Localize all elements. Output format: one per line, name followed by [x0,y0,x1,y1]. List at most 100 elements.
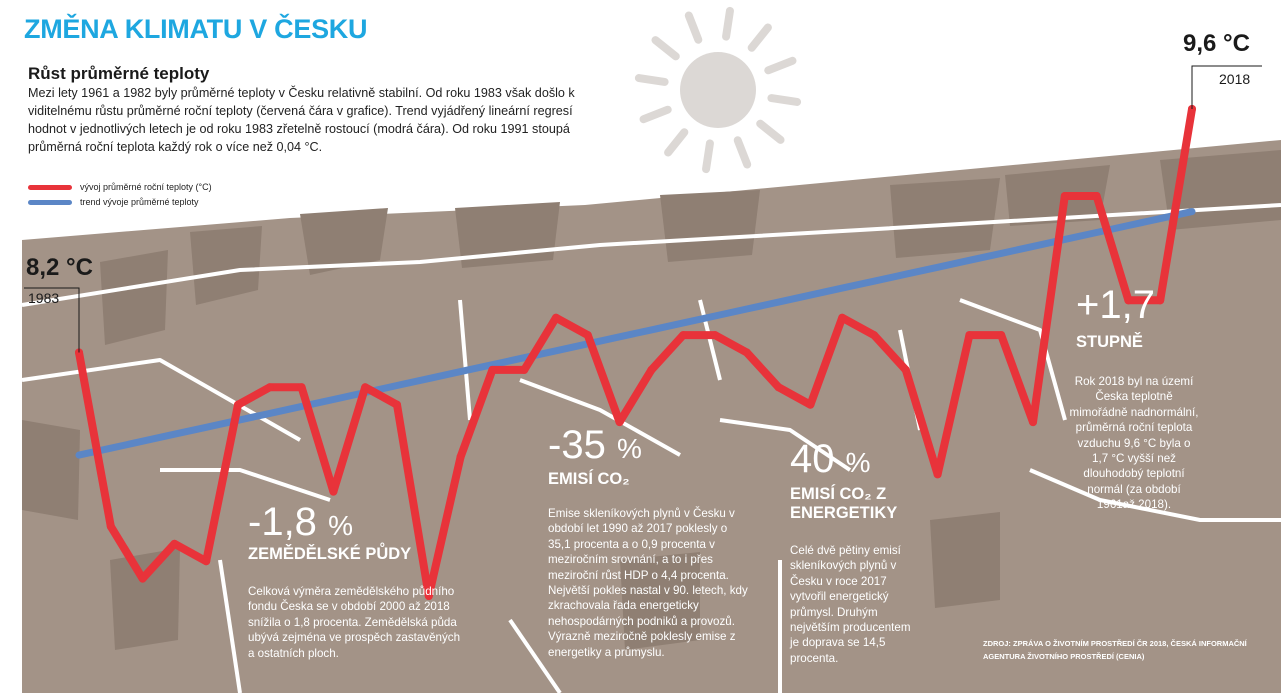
temperature-point-1990 [297,383,306,392]
temperature-point-1996 [488,365,497,374]
sun-icon [634,6,802,174]
stat-emissions-heading: EMISÍ CO₂ [548,470,630,488]
stat-soil-value: -1,8 % [248,500,353,545]
trend-line [75,208,1196,459]
ground-crack [519,378,681,457]
ground-plate [190,226,262,305]
ground-plate [1005,165,1110,226]
start-year-label: 1983 [28,290,60,306]
ground-crack [698,299,722,381]
stat-emissions-value: -35 % [548,423,642,468]
temperature-point-2014 [1060,191,1069,200]
ground-plate [300,208,388,275]
temperature-point-2002 [679,331,688,340]
stat-energy-text: Celé dvě pětiny emisí skleníkových plynů… [790,544,911,665]
sun-ray [684,11,703,44]
stat-emissions-unit: % [616,433,642,464]
sun-ray [767,94,802,106]
ground-crack [719,418,852,472]
stat-soil-unit: % [328,510,353,541]
temperature-point-2016 [1124,296,1133,305]
sun-ray [634,74,669,86]
ground-crack [218,559,242,693]
sun-ray [764,56,797,75]
temperature-point-2013 [1029,418,1037,427]
stat-emissions-text: Emise skleníkových plynů v Česku v obdob… [548,507,748,659]
stat-energy-number: 40 [790,437,835,481]
callout-lines [24,65,1262,353]
stat-soil-text: Celková výměra zemědělského půdního fond… [248,585,461,660]
sun-ray [733,136,752,169]
stat-degrees-value: +1,7 [1076,283,1155,328]
temperature-point-1994 [424,592,433,600]
temperature-point-2005 [774,383,783,392]
temperature-point-2007 [838,313,847,322]
sun-ray [747,23,772,52]
temperature-point-2011 [965,331,974,340]
temperature-point-2012 [997,331,1006,340]
stat-energy-unit: % [845,447,871,478]
sun-ray [651,36,680,61]
ground-crack [21,358,301,442]
temperature-point-2003 [711,331,719,340]
temperature-point-2008 [870,331,878,340]
sun-ray [639,105,672,124]
stat-soil-heading: ZEMĚDĚLSKÉ PŮDY [248,545,412,563]
ground-plate [100,250,168,345]
temperature-point-1991 [329,487,338,496]
ground-plate [660,190,760,262]
stat-emissions-number: -35 [548,423,606,467]
temperature-point-1998 [552,313,560,322]
temperature-point-1992 [361,383,370,392]
ground-crack [1029,468,1281,522]
ground-crack [21,203,1281,307]
temperature-point-2001 [647,365,656,374]
sun-ray [702,139,714,174]
temperature-line [75,105,1196,600]
stat-soil-number: -1,8 [248,500,317,544]
ground-crack [508,618,562,693]
temperature-point-1984 [106,522,115,531]
ground-crack [160,468,331,502]
temperature-point-1986 [170,539,179,548]
temperature-point-1987 [202,557,211,566]
sun-disc [680,52,756,128]
stat-degrees-text: Rok 2018 byl na území Česka teplotně mim… [1069,375,1199,512]
stat-energy-heading: EMISÍ CO₂ Z ENERGETIKY [790,485,898,522]
temperature-point-1999 [583,331,592,340]
end-value-label: 9,6 °C [1183,30,1250,57]
legend-swatch-red [28,185,72,191]
ground-crack [458,299,472,421]
legend-swatch-blue [28,200,72,206]
temperature-point-2017 [1156,296,1165,305]
ground-plate [22,420,80,520]
ground-plate [890,178,1000,258]
temperature-point-1995 [456,452,465,461]
legend-item-trend: trend vývoje průměrné teploty [28,195,199,209]
end-callout-line [1191,65,1262,109]
temperature-point-2010 [933,470,942,479]
sun-ray [722,6,734,41]
sun-ray [664,128,689,157]
legend-item-temperature: vývoj průměrné roční teploty (°C) [28,180,212,194]
temperature-point-2004 [742,348,751,357]
source-note: ZDROJ: ZPRÁVA O ŽIVOTNÍM PROSTŘEDÍ ČR 20… [983,639,1247,661]
temperature-point-2000 [615,418,624,427]
stat-degrees-number: +1,7 [1076,283,1155,327]
ground-plate [620,552,700,650]
temperature-point-1988 [234,400,242,409]
temperature-point-1989 [265,383,274,392]
sun-ray [756,119,785,144]
stat-energy-value: 40 % [790,437,871,482]
ground-plate [930,512,1000,608]
start-callout-line [24,287,80,353]
ground-plates [21,140,1281,693]
start-value-label: 8,2 °C [26,254,93,281]
temperature-point-1985 [138,574,147,583]
main-title: ZMĚNA KLIMATU V ČESKU [24,14,368,44]
intro-text: Mezi lety 1961 a 1982 byly průměrné tepl… [28,86,575,154]
end-year-label: 2018 [1219,71,1251,87]
temperature-point-1993 [393,400,401,409]
